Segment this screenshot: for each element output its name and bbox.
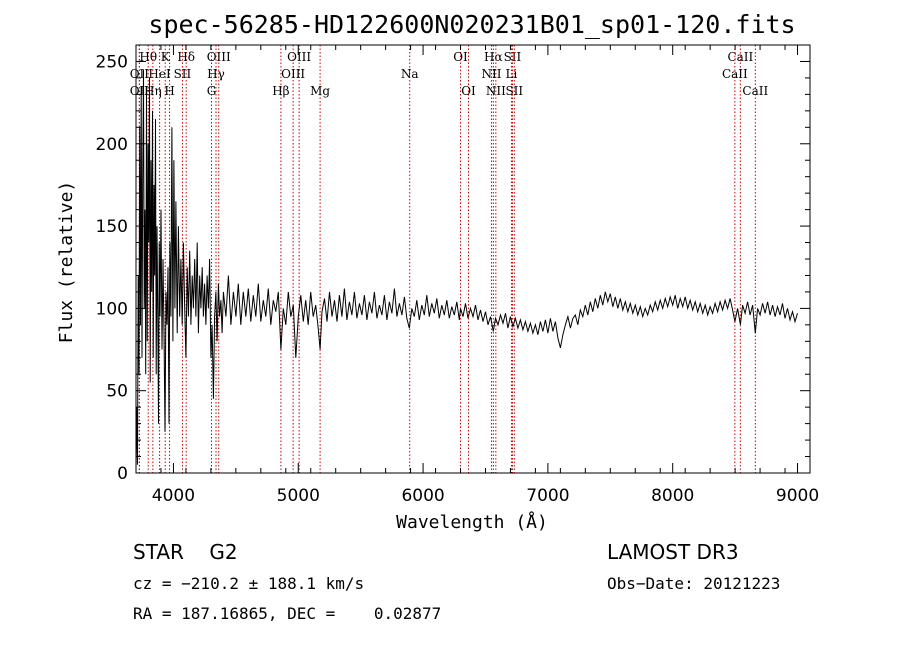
spectral-line-label: NII: [481, 67, 501, 81]
spectral-line-label: SII: [505, 84, 523, 98]
x-axis-label: Wavelength (Å): [396, 511, 548, 533]
spectral-line-label: Li: [506, 67, 518, 81]
observation-date: Obs−Date: 20121223: [607, 574, 781, 593]
spectral-line-label: OIII: [287, 50, 311, 64]
x-tick-label: 4000: [152, 486, 195, 506]
spectral-line-label: Hδ: [177, 50, 195, 64]
spectral-line-label: CaII: [722, 67, 748, 81]
spectral-line-label: NII: [486, 84, 506, 98]
spectral-line-label: OI: [453, 50, 468, 64]
x-tick-label: 8000: [651, 486, 694, 506]
y-axis-label: Flux (relative): [56, 181, 77, 344]
spectral-line-label: OIII: [207, 50, 231, 64]
spectral-line-label: Hβ: [272, 84, 289, 98]
spectral-line-label: Na: [401, 67, 419, 81]
axis-ticks: 4000 5000 6000 7000 8000 9000 0 50 100 150 200 250: [96, 45, 819, 506]
spectral-line-label: HeI: [148, 67, 171, 81]
redshift-velocity: cz = −210.2 ± 188.1 km/s: [133, 574, 365, 593]
spectral-line-label: G: [207, 84, 217, 98]
spectral-line-label: Hα: [484, 50, 503, 64]
spectral-line-label: SII: [504, 50, 522, 64]
coordinates: RA = 187.16865, DEC = 0.02877: [133, 604, 442, 623]
x-tick-label: 7000: [526, 486, 569, 506]
spectral-line-label: OIII: [281, 67, 305, 81]
x-tick-label: 5000: [277, 486, 320, 506]
spectral-line-label: SII: [174, 67, 192, 81]
y-tick-label: 200: [96, 135, 128, 155]
y-tick-label: 100: [96, 299, 128, 319]
spectrum-series-line: [135, 69, 798, 470]
spectral-line-label: Hη: [144, 84, 162, 98]
spectral-line-label: OII: [130, 84, 150, 98]
y-tick-label: 150: [96, 217, 128, 237]
spectral-line-label: CaII: [727, 50, 753, 64]
chart-title: spec-56285-HD122600N020231B01_sp01-120.f…: [148, 10, 795, 39]
spectral-line-label: CaII: [742, 84, 768, 98]
y-tick-label: 250: [96, 52, 128, 72]
spectral-line-label: Mg: [310, 84, 330, 98]
object-class: STAR G2: [133, 540, 238, 564]
spectral-line-label: OI: [461, 84, 476, 98]
x-tick-label: 9000: [776, 486, 819, 506]
x-tick-label: 6000: [401, 486, 444, 506]
spectral-line-label: K: [161, 50, 171, 64]
spectral-line-label: H: [164, 84, 174, 98]
survey-name: LAMOST DR3: [607, 540, 739, 564]
y-tick-label: 50: [106, 382, 128, 402]
y-tick-label: 0: [117, 464, 128, 484]
plot-frame: [135, 44, 811, 474]
spectral-line-label: Hγ: [207, 67, 225, 81]
